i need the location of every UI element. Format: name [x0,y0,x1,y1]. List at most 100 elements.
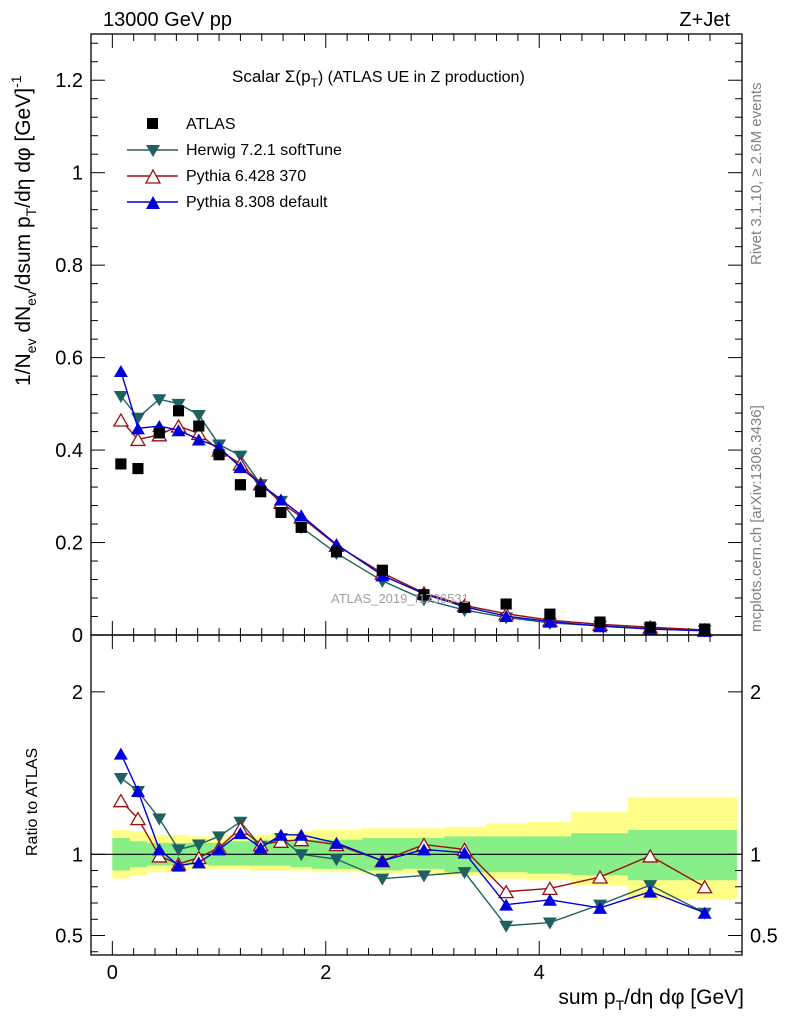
point-pythia-8-308-default [171,424,186,437]
main-ytick-label: 0.4 [55,440,83,462]
ratio-point-pythia-6-428-370 [129,811,147,826]
ratio-ytick-label-right: 1 [750,844,761,866]
ratio-point-pythia-8-308-default [542,893,557,906]
ratio-xtick-label: 2 [320,962,331,984]
uncertainty-band-inner [229,841,251,866]
uncertainty-band-inner [673,829,738,881]
ratio-point-pythia-8-308-default [130,784,145,797]
legend-marker-pythia8 [146,196,160,209]
ratio-point-pythia-8-308-default [329,836,344,849]
legend-item-pythia8: Pythia 8.308 default [127,194,328,211]
ratio-point-pythia-6-428-370 [272,834,290,848]
point-atlas-top [330,546,342,558]
ratio-point-pythia-8-308-default [375,854,390,867]
ratio-y-axis-label: Ratio to ATLAS [24,748,41,856]
legend-marker-pythia6 [144,168,162,184]
point-pythia-8-308-default [233,461,248,474]
ratio-xtick-label: 0 [107,962,118,984]
ratio-point-pythia-8-308-default [499,898,514,911]
ratio-point-pythia-8-308-default [191,856,206,869]
point-atlas-top [115,458,127,470]
ratio-point-pythia-8-308-default [253,841,268,854]
ratio-point-pythia-8-308-default [152,843,167,856]
main-ytick-label: 0.6 [55,348,83,370]
point-atlas-top [699,623,711,635]
main-ytick-label: 0.2 [55,533,83,555]
side-rivet-label: Rivet 3.1.10, ≥ 2.6M events [748,83,765,266]
point-atlas-top [644,621,656,633]
point-atlas-top [275,506,287,518]
legend-item-pythia6: Pythia 6.428 370 [127,168,306,185]
ratio-point-pythia-6-428-370 [498,884,515,899]
point-herwig-7-2-1-softtune [191,409,206,422]
ratio-point-pythia-8-308-default [593,901,608,914]
main-ytick-label: 1 [72,163,83,185]
point-pythia-8-308-default [191,433,206,446]
ratio-point-herwig-7-2-1-softtune [212,831,227,844]
ratio-ytick-label: 1 [72,844,83,866]
ratio-panel: 0.5 0.5 1 1 2 2 0 2 4 [55,634,778,984]
point-pythia-6-428-370 [129,432,147,447]
ratio-point-herwig-7-2-1-softtune [329,854,344,867]
legend-marker-atlas [147,118,158,129]
main-panel: 0 0.2 0.4 0.6 0.8 1 1.2 [55,33,743,647]
legend-label-herwig: Herwig 7.2.1 softTune [186,142,342,159]
point-atlas-top [213,449,225,461]
watermark: ATLAS_2019_I1736531 [331,591,469,606]
ratio-point-pythia-6-428-370 [642,848,659,863]
ratio-point-herwig-7-2-1-softtune [499,920,514,933]
ratio-point-herwig-7-2-1-softtune [171,844,186,857]
point-atlas-top [153,427,165,439]
point-atlas-top [594,616,606,628]
ratio-point-pythia-8-308-default [212,843,227,856]
ratio-point-herwig-7-2-1-softtune [191,839,206,852]
ratio-point-herwig-7-2-1-softtune [457,867,472,880]
point-atlas-top [544,608,556,620]
point-atlas-top [500,598,512,610]
ratio-frame [90,634,743,956]
legend-item-atlas: ATLAS [147,116,236,133]
x-axis-label: sum pT/dη dφ [GeV] [558,986,744,1013]
point-atlas-top [459,601,471,613]
point-atlas-top [193,420,205,432]
ratio-point-pythia-6-428-370 [112,793,130,808]
ratio-point-pythia-8-308-default [294,828,309,841]
point-atlas-top [376,564,388,576]
ratio-point-pythia-6-428-370 [591,869,609,884]
ratio-point-pythia-8-308-default [233,827,248,840]
ratio-ytick-label-right: 2 [750,682,761,704]
point-atlas-top [132,463,144,475]
chart-title: Scalar Σ(pT) (ATLAS UE in Z production) [232,67,525,90]
point-pythia-8-308-default [294,509,309,522]
main-ytick-label: 1.2 [55,70,83,92]
ratio-point-pythia-8-308-default [416,843,431,856]
side-mcplots-label: mcplots.cern.ch [arXiv:1306.3436] [748,405,765,632]
ratio-point-pythia-8-308-default [171,859,186,872]
point-pythia-6-428-370 [112,412,130,427]
point-atlas-top [295,521,307,533]
ratio-point-herwig-7-2-1-softtune [375,873,390,886]
ratio-point-herwig-7-2-1-softtune [294,849,309,862]
legend-item-herwig: Herwig 7.2.1 softTune [127,142,342,159]
ratio-point-pythia-8-308-default [113,747,128,760]
point-herwig-7-2-1-softtune [171,398,186,411]
header-process: Z+Jet [679,9,730,31]
ratio-point-herwig-7-2-1-softtune [416,870,431,883]
header-energy: 13000 GeV pp [103,9,232,31]
point-pythia-8-308-default [273,493,288,506]
point-atlas-top [173,405,185,417]
point-pythia-8-308-default [542,615,557,628]
point-herwig-7-2-1-softtune [152,394,167,407]
main-ytick-label: 0 [72,625,83,647]
legend-label-pythia6: Pythia 6.428 370 [186,168,306,185]
main-ytick-label: 0.8 [55,255,83,277]
ratio-point-pythia-8-308-default [457,846,472,859]
legend-label-atlas: ATLAS [186,116,236,133]
ratio-point-pythia-8-308-default [697,906,712,919]
point-pythia-8-308-default [113,365,128,378]
ratio-xtick-label: 4 [534,962,545,984]
y-axis-label: 1/Nev dNev/dsum pT/dη dφ [GeV]-1 [8,75,39,386]
point-herwig-7-2-1-softtune [233,450,248,463]
legend: ATLAS Herwig 7.2.1 softTune Pythia 6.428… [127,116,342,211]
ratio-point-pythia-8-308-default [643,885,658,898]
